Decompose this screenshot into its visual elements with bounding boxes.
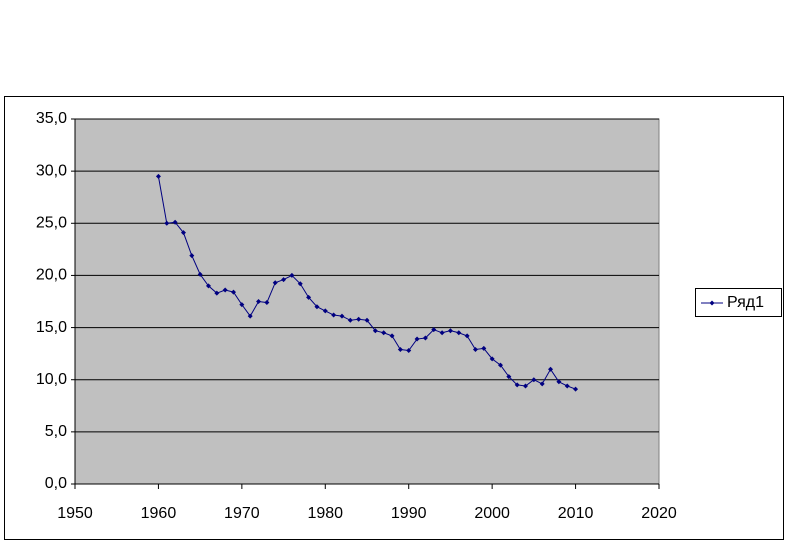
marker [264, 300, 270, 306]
marker [531, 377, 537, 383]
marker [247, 313, 253, 319]
legend-label: Ряд1 [727, 294, 764, 311]
marker [289, 272, 295, 278]
y-tick-label: 0,0 [45, 475, 67, 492]
marker [205, 283, 211, 289]
marker [256, 299, 262, 304]
marker [381, 330, 387, 336]
marker [556, 379, 562, 385]
marker [573, 386, 579, 392]
x-tick-label: 2000 [474, 505, 510, 522]
marker [306, 294, 312, 300]
marker [222, 287, 228, 293]
marker [155, 173, 161, 179]
marker [322, 308, 328, 314]
legend-marker [709, 300, 715, 306]
y-tick-label: 15,0 [36, 319, 67, 336]
x-tick-label: 1950 [57, 505, 93, 522]
marker [464, 333, 470, 339]
marker [197, 271, 203, 277]
marker [431, 327, 437, 333]
marker [331, 312, 337, 318]
marker [214, 290, 220, 296]
marker [397, 346, 403, 352]
marker [281, 277, 287, 283]
marker [231, 289, 237, 295]
marker [372, 328, 378, 334]
marker [406, 348, 412, 354]
x-tick-label: 1970 [224, 505, 260, 522]
marker [239, 302, 245, 308]
plot-area [74, 118, 660, 485]
marker [506, 374, 512, 380]
marker [514, 382, 520, 388]
marker [456, 330, 462, 336]
x-tick-label: 1960 [141, 505, 177, 522]
marker [472, 346, 478, 352]
marker [172, 219, 178, 225]
marker [422, 335, 428, 341]
marker [548, 366, 554, 372]
marker [314, 304, 320, 310]
y-tick-label: 35,0 [36, 110, 67, 127]
marker [347, 317, 353, 323]
marker [481, 345, 487, 351]
marker [356, 316, 362, 322]
marker [439, 330, 445, 336]
marker [539, 381, 545, 387]
x-tick-label: 1990 [391, 505, 427, 522]
y-tick-label: 30,0 [36, 162, 67, 179]
y-tick-label: 10,0 [36, 371, 67, 388]
marker [364, 317, 370, 323]
marker [523, 383, 529, 389]
marker [389, 333, 395, 339]
marker [564, 383, 570, 389]
marker [297, 281, 303, 287]
marker [447, 328, 453, 334]
marker [189, 253, 195, 259]
x-tick-label: 2010 [558, 505, 594, 522]
y-tick-label: 25,0 [36, 215, 67, 232]
x-tick-label: 2020 [641, 505, 677, 522]
y-tick-label: 5,0 [45, 423, 67, 440]
y-tick-label: 20,0 [36, 267, 67, 284]
marker [164, 220, 170, 226]
marker [180, 230, 186, 236]
marker [414, 336, 420, 342]
marker [272, 280, 278, 286]
marker [497, 362, 503, 368]
x-tick-label: 1980 [307, 505, 343, 522]
marker [489, 356, 495, 362]
marker [339, 313, 345, 319]
